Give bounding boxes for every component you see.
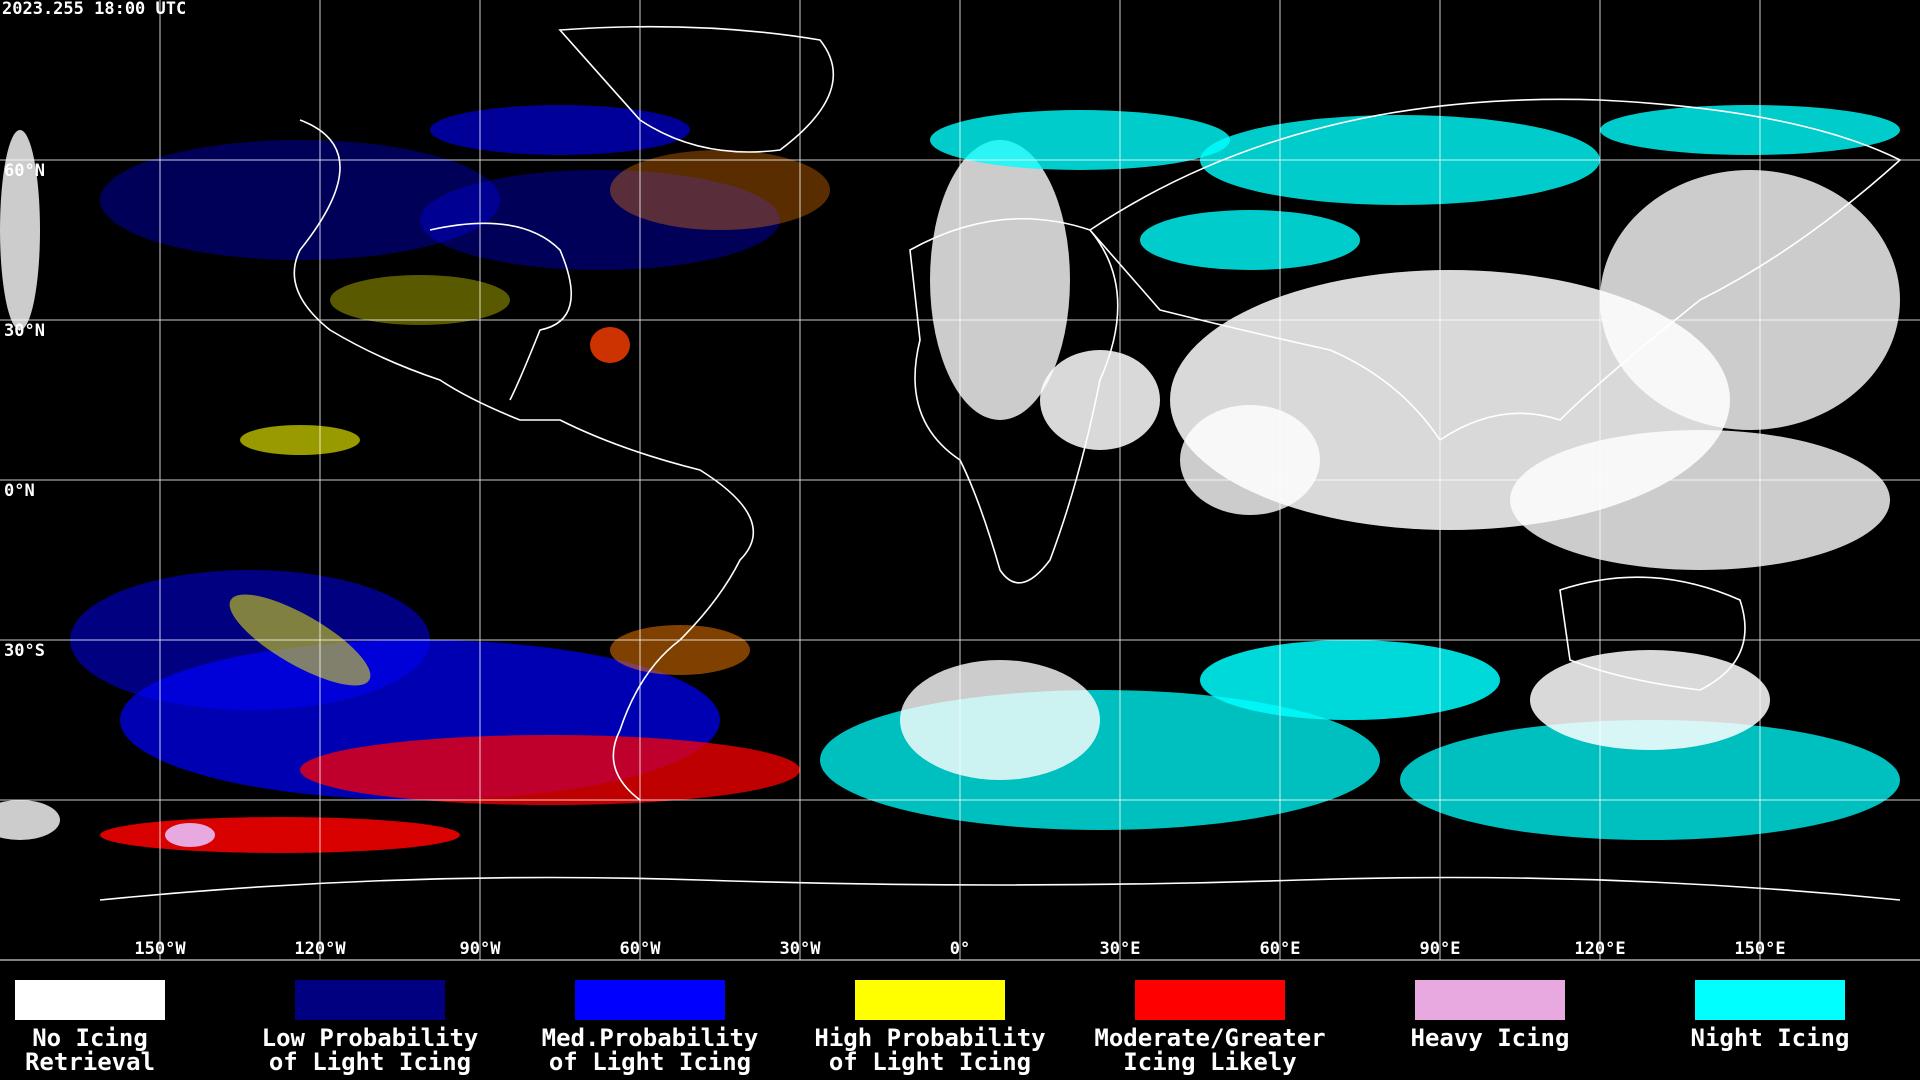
legend-label: Retrieval [25, 1048, 155, 1076]
legend-swatch [855, 980, 1005, 1020]
legend-swatch [1135, 980, 1285, 1020]
legend-label: Low Probability [262, 1024, 479, 1052]
timestamp: 2023.255 18:00 UTC [2, 0, 186, 19]
longitude-label: 60°E [1260, 939, 1301, 959]
legend-label: of Light Icing [829, 1048, 1031, 1076]
legend-label: of Light Icing [269, 1048, 471, 1076]
latitude-label: 0°N [4, 481, 35, 501]
longitude-label: 30°E [1100, 939, 1141, 959]
legend-label: Heavy Icing [1411, 1024, 1570, 1052]
legend-label: No Icing [32, 1024, 148, 1052]
legend-label: Night Icing [1691, 1024, 1850, 1052]
longitude-label: 60°W [620, 939, 662, 959]
legend-swatch [575, 980, 725, 1020]
longitude-label: 30°W [780, 939, 822, 959]
legend-label: Med.Probability [542, 1024, 759, 1052]
longitude-label: 120°W [294, 939, 346, 959]
legend-swatch [295, 980, 445, 1020]
longitude-label: 0° [950, 939, 970, 959]
legend-label: of Light Icing [549, 1048, 751, 1076]
graticule: 150°W 120°W 90°W 60°W 30°W 0° 30°E 60°E 90°E 120°… [0, 0, 1920, 961]
latitude-label: 30°S [4, 641, 45, 661]
longitude-label: 120°E [1574, 939, 1625, 959]
legend-label: Moderate/Greater [1094, 1024, 1325, 1052]
latitude-label: 60°N [4, 161, 45, 181]
legend-label: High Probability [814, 1024, 1045, 1052]
longitude-label: 90°W [460, 939, 502, 959]
legend-swatch [1415, 980, 1565, 1020]
legend-swatch [15, 980, 165, 1020]
legend-label: Icing Likely [1123, 1048, 1296, 1076]
longitude-label: 150°W [134, 939, 186, 959]
legend-swatch [1695, 980, 1845, 1020]
longitude-label: 90°E [1420, 939, 1461, 959]
longitude-label: 150°E [1734, 939, 1785, 959]
latitude-label: 30°N [4, 321, 45, 341]
